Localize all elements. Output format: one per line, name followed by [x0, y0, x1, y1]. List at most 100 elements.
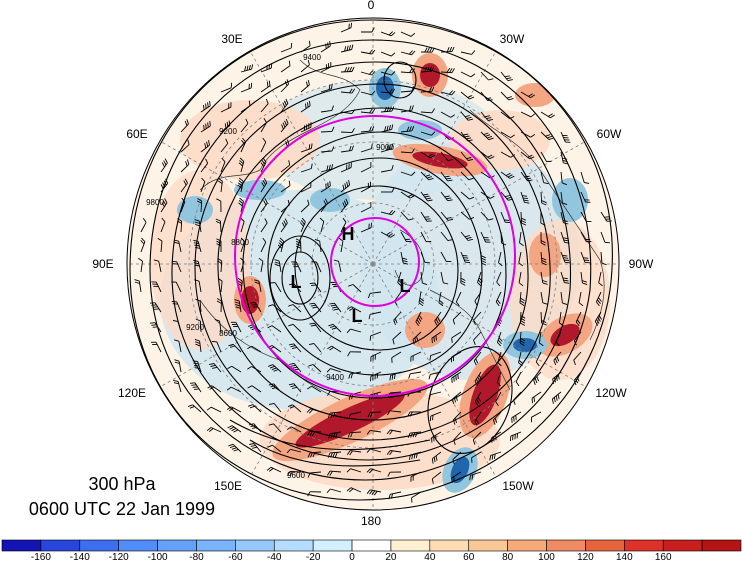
- wind-barb: [153, 259, 162, 273]
- wind-barb: [535, 351, 542, 367]
- wind-barb: [174, 359, 182, 373]
- wind-barb: [287, 404, 302, 413]
- wind-barb: [327, 345, 342, 353]
- contour-label: 9600: [287, 471, 305, 480]
- wind-barb: [300, 143, 313, 153]
- wind-barb: [480, 191, 495, 199]
- wind-barb: [260, 237, 267, 253]
- outer-highlight-circle: [234, 115, 516, 397]
- wind-barb: [540, 151, 552, 162]
- wind-barb: [380, 144, 393, 153]
- wind-barb: [216, 198, 222, 213]
- wind-barb: [360, 143, 373, 153]
- wind-barb: [361, 27, 375, 33]
- wind-barb: [594, 311, 602, 326]
- wind-barb: [553, 351, 562, 366]
- colorbar-tick-label: 80: [502, 552, 514, 561]
- wind-barb: [192, 360, 202, 373]
- wind-barb: [217, 258, 223, 273]
- wind-barb: [300, 182, 312, 193]
- meridian-line: [372, 50, 497, 265]
- wind-barb: [480, 231, 491, 243]
- lon-label-150w: 150W: [502, 479, 534, 493]
- wind-barb: [460, 171, 474, 181]
- wind-barb: [348, 371, 362, 379]
- colorbar-box: [624, 539, 664, 552]
- wind-barb: [340, 198, 349, 213]
- colorbar-tick-label: 60: [463, 552, 475, 561]
- coastline: [469, 109, 605, 341]
- wind-barb: [180, 119, 189, 133]
- wind-barb: [415, 311, 423, 327]
- wind-barb: [217, 277, 223, 293]
- wind-barb: [280, 79, 290, 93]
- wind-barb: [366, 448, 382, 453]
- wind-barb: [495, 291, 502, 307]
- wind-barb: [600, 211, 612, 222]
- wind-barb: [480, 251, 487, 266]
- colorbar-box: [507, 539, 547, 552]
- wind-barb: [380, 164, 394, 173]
- wind-barb: [480, 71, 494, 81]
- field-patch: [405, 312, 445, 348]
- lon-label-60w: 60W: [597, 127, 622, 141]
- wind-barb: [400, 148, 415, 154]
- contour-line: [171, 61, 572, 461]
- wind-barb: [217, 177, 223, 193]
- wind-barb: [240, 237, 246, 253]
- wind-barb: [367, 291, 382, 299]
- wind-barb: [216, 298, 222, 313]
- colorbar-box: [468, 539, 508, 552]
- inner-highlight-circle: [330, 217, 420, 307]
- wind-barb: [226, 386, 242, 393]
- wind-barb: [519, 331, 525, 346]
- wind-barb: [440, 171, 453, 182]
- wind-barb: [171, 301, 182, 313]
- colorbar-box: [351, 539, 392, 552]
- wind-barb: [420, 211, 432, 222]
- wind-barb: [397, 271, 403, 287]
- wind-barb: [230, 321, 242, 333]
- wind-barb: [460, 271, 466, 286]
- wind-barb: [171, 260, 182, 273]
- wind-barb: [320, 105, 334, 113]
- wind-barb: [460, 71, 476, 78]
- wind-barb: [309, 343, 322, 353]
- wind-barb: [200, 158, 209, 173]
- wind-barb: [240, 82, 253, 93]
- wind-barb: [500, 111, 515, 120]
- contour-line: [267, 157, 483, 376]
- colorbar-tick-label: -40: [267, 552, 282, 561]
- wind-barb: [348, 284, 362, 293]
- wind-barb: [420, 231, 432, 243]
- lon-label-150e: 150E: [214, 479, 242, 493]
- wind-barb: [386, 410, 402, 416]
- wind-barb: [500, 211, 511, 224]
- colorbar-tick-label: 0: [349, 552, 355, 561]
- wind-barb: [380, 106, 395, 113]
- wind-barb: [277, 237, 285, 253]
- wind-barb: [540, 211, 546, 226]
- wind-barb: [540, 291, 548, 305]
- wind-barb: [320, 41, 331, 53]
- wind-barb: [346, 306, 362, 313]
- wind-barb: [558, 311, 564, 327]
- wind-barb: [150, 341, 162, 353]
- wind-barb: [400, 68, 415, 74]
- wind-barb: [307, 491, 322, 497]
- wind-barb: [360, 70, 376, 76]
- wind-barb: [420, 251, 430, 264]
- wind-barb: [340, 162, 352, 173]
- wind-barb: [280, 180, 291, 193]
- wind-barb: [286, 426, 302, 433]
- wind-barb: [180, 197, 186, 213]
- wind-barb: [288, 323, 302, 333]
- wind-barb: [234, 299, 242, 313]
- wind-barb: [248, 404, 262, 413]
- lon-label-0: 0: [368, 0, 375, 12]
- wind-barb: [197, 198, 203, 213]
- wind-barb: [340, 22, 352, 33]
- wind-barb: [515, 371, 522, 387]
- wind-barb: [214, 318, 222, 333]
